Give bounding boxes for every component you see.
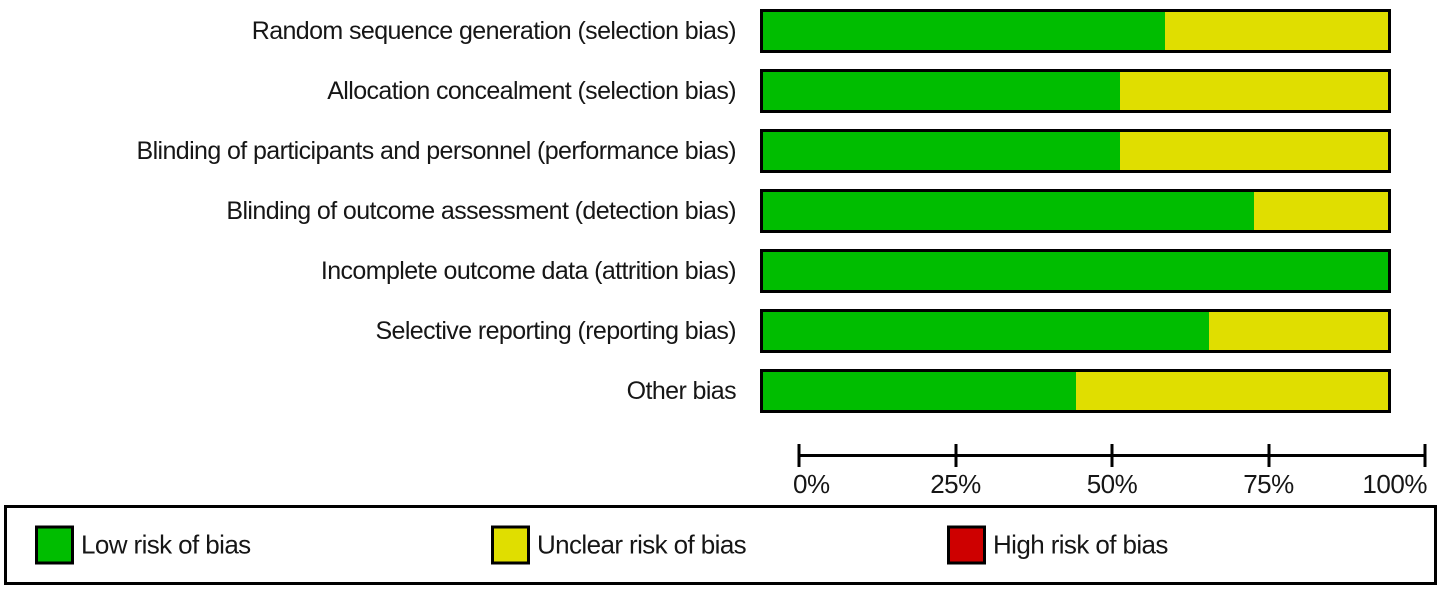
axis-tick <box>1423 444 1427 467</box>
bar-segment-unclear-risk <box>1164 12 1388 50</box>
legend-item-high-risk: High risk of bias <box>947 525 1168 565</box>
chart-row: Allocation concealment (selection bias) <box>0 69 1441 113</box>
unclear-risk-swatch-icon <box>491 525 530 565</box>
legend: Low risk of bias Unclear risk of bias Hi… <box>4 505 1437 585</box>
category-label: Allocation concealment (selection bias) <box>327 77 736 105</box>
bar-segment-low-risk <box>763 12 1165 50</box>
stacked-bar <box>760 309 1391 353</box>
stacked-bar <box>760 129 1391 173</box>
stacked-bar <box>760 69 1391 113</box>
chart-row: Blinding of participants and personnel (… <box>0 129 1441 173</box>
bar-segment-low-risk <box>763 72 1120 110</box>
legend-label: Low risk of bias <box>81 529 251 560</box>
legend-label: High risk of bias <box>993 529 1168 560</box>
chart-row: Selective reporting (reporting bias) <box>0 309 1441 353</box>
legend-item-low-risk: Low risk of bias <box>35 525 251 565</box>
axis-tick-label: 75% <box>1243 469 1294 499</box>
chart-row: Other bias <box>0 369 1441 413</box>
bar-segment-unclear-risk <box>1119 132 1388 170</box>
high-risk-swatch-icon <box>947 525 986 565</box>
bar-segment-low-risk <box>763 372 1076 410</box>
stacked-bar <box>760 9 1391 53</box>
axis-tick <box>1110 444 1114 467</box>
axis-tick-label: 0% <box>793 469 830 499</box>
stacked-bar <box>760 369 1391 413</box>
legend-label: Unclear risk of bias <box>537 529 747 560</box>
low-risk-swatch-icon <box>35 525 74 565</box>
stacked-bar <box>760 189 1391 233</box>
category-label: Incomplete outcome data (attrition bias) <box>320 257 737 285</box>
bar-segment-unclear-risk <box>1254 192 1388 230</box>
bar-segment-unclear-risk <box>1209 312 1388 350</box>
bar-segment-low-risk <box>763 192 1255 230</box>
bar-segment-low-risk <box>763 312 1210 350</box>
chart-row: Incomplete outcome data (attrition bias) <box>0 249 1441 293</box>
axis-tick-label: 25% <box>930 469 981 499</box>
bar-segment-unclear-risk <box>1119 72 1388 110</box>
bar-segment-low-risk <box>763 132 1120 170</box>
category-label: Selective reporting (reporting bias) <box>375 317 736 345</box>
bar-segment-low-risk <box>763 252 1388 290</box>
category-label: Other bias <box>626 377 737 405</box>
category-label: Blinding of outcome assessment (detectio… <box>226 197 736 225</box>
axis-tick <box>954 444 957 467</box>
axis-tick-label: 50% <box>1086 469 1138 499</box>
category-label: Blinding of participants and personnel (… <box>136 137 737 165</box>
bar-segment-unclear-risk <box>1075 372 1388 410</box>
axis-tick <box>797 444 801 467</box>
axis-tick-label: 100% <box>1362 469 1427 499</box>
stacked-bar <box>760 249 1391 293</box>
x-axis: 0% 25% 50% 75% 100% <box>793 443 1427 503</box>
category-label: Random sequence generation (selection bi… <box>251 17 737 45</box>
chart-row: Random sequence generation (selection bi… <box>0 9 1441 53</box>
legend-item-unclear-risk: Unclear risk of bias <box>491 525 747 565</box>
chart-row: Blinding of outcome assessment (detectio… <box>0 189 1441 233</box>
axis-tick <box>1267 444 1270 467</box>
bar-rows: Random sequence generation (selection bi… <box>0 9 1441 429</box>
